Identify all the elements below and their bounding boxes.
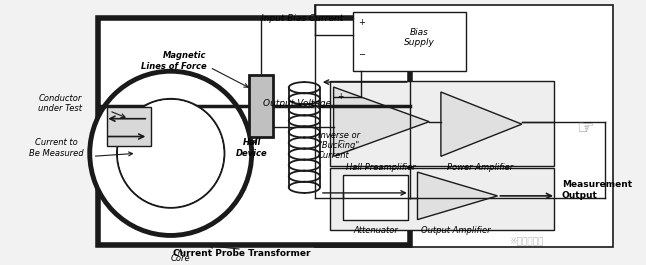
Text: Input Bias Current: Input Bias Current [261, 14, 344, 23]
Bar [329, 168, 554, 229]
Text: Bias
Supply: Bias Supply [404, 28, 435, 47]
Text: Hall
Device: Hall Device [236, 139, 267, 158]
Circle shape [118, 100, 224, 207]
Text: Core: Core [171, 254, 191, 263]
Text: ※至菠单片机: ※至菠单片机 [510, 236, 544, 245]
Polygon shape [441, 92, 522, 156]
Text: Conductor
under Test: Conductor under Test [39, 94, 83, 113]
Polygon shape [417, 172, 497, 220]
Text: Attenuator: Attenuator [353, 226, 398, 235]
Text: ☞: ☞ [576, 119, 594, 138]
Text: Hall Preamplifier: Hall Preamplifier [346, 163, 415, 172]
Bar [249, 75, 273, 136]
Bar [98, 18, 410, 245]
Text: Current Probe Transformer: Current Probe Transformer [173, 249, 311, 258]
Text: Magnetic
Lines of Force: Magnetic Lines of Force [141, 51, 207, 71]
Text: Current to
Be Measured: Current to Be Measured [29, 139, 84, 158]
Text: Output Voltage: Output Voltage [264, 99, 331, 108]
Circle shape [117, 99, 224, 208]
Text: +: + [358, 18, 365, 27]
Circle shape [90, 71, 252, 235]
Bar [344, 175, 408, 220]
Text: −: − [358, 50, 365, 59]
Bar [353, 12, 466, 71]
Text: Measurement
Output: Measurement Output [562, 180, 632, 200]
Text: +: + [337, 92, 344, 101]
Text: Inverse or
"Bucking"
Current: Inverse or "Bucking" Current [318, 131, 360, 160]
Text: Output Amplifier: Output Amplifier [421, 226, 490, 235]
Text: Power Amplifier: Power Amplifier [447, 163, 513, 172]
Polygon shape [333, 87, 429, 156]
Text: −: − [337, 136, 344, 145]
Bar [107, 107, 151, 147]
Bar [315, 5, 612, 247]
Bar [329, 81, 554, 166]
